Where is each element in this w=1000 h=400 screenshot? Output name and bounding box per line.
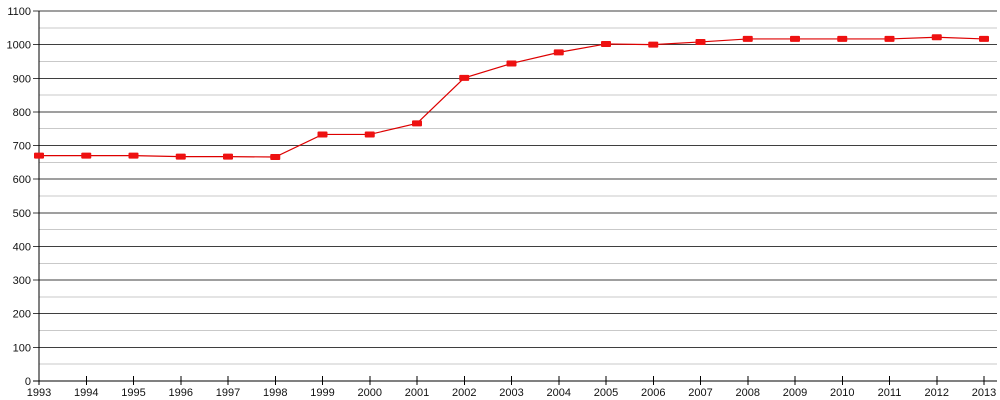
series-line bbox=[39, 36, 985, 158]
y-tick-labels: 0 100 200 300 400 500 600 700 800 900 1000 1100 bbox=[7, 6, 31, 388]
x-tick-label: 2013 bbox=[972, 387, 996, 399]
y-tick-label: 300 bbox=[13, 275, 31, 287]
x-tick-labels: 1993 1994 1995 1996 1997 1998 1999 2000 2001 2002… bbox=[27, 387, 996, 399]
y-tick-label: 100 bbox=[13, 342, 31, 354]
y-tick-label: 500 bbox=[13, 208, 31, 220]
data-point-1996 bbox=[175, 153, 186, 160]
x-tick-label: 2009 bbox=[783, 387, 807, 399]
data-point-2008 bbox=[742, 35, 753, 42]
data-point-2011 bbox=[884, 35, 895, 42]
x-tick-label: 1994 bbox=[74, 387, 98, 399]
data-point-2004 bbox=[553, 49, 564, 56]
axes bbox=[33, 11, 997, 384]
data-point-2001 bbox=[412, 120, 422, 127]
x-tick-label: 2004 bbox=[547, 387, 571, 399]
x-tick-label: 2010 bbox=[830, 387, 854, 399]
x-tick-label: 2008 bbox=[736, 387, 760, 399]
x-tick-label: 2003 bbox=[499, 387, 523, 399]
data-point-2010 bbox=[837, 35, 848, 42]
x-tick-label: 1998 bbox=[263, 387, 287, 399]
y-tick-label: 1000 bbox=[7, 40, 31, 52]
x-tick-label: 2005 bbox=[594, 387, 618, 399]
data-point-2012 bbox=[931, 34, 942, 41]
data-point-1999 bbox=[317, 131, 328, 138]
data-point-1994 bbox=[81, 152, 92, 159]
data-point-1997 bbox=[223, 153, 233, 160]
y-minor-gridlines bbox=[39, 27, 997, 365]
y-tick-label: 400 bbox=[13, 241, 31, 253]
data-point-1998 bbox=[270, 153, 281, 160]
x-tick-label: 2007 bbox=[688, 387, 712, 399]
y-major-gridlines bbox=[33, 10, 997, 348]
data-point-2002 bbox=[459, 74, 470, 81]
x-tick-label: 1993 bbox=[27, 387, 51, 399]
x-tick-label: 2006 bbox=[641, 387, 665, 399]
x-tick-label: 2011 bbox=[878, 387, 902, 399]
y-tick-label: 900 bbox=[13, 73, 31, 85]
x-tick-label: 1999 bbox=[310, 387, 334, 399]
data-point-1993 bbox=[34, 152, 44, 159]
data-point-2000 bbox=[364, 131, 375, 138]
x-tick-label: 2012 bbox=[925, 387, 949, 399]
x-tick-label: 2000 bbox=[358, 387, 382, 399]
y-tick-label: 700 bbox=[13, 141, 31, 153]
data-point-2005 bbox=[601, 40, 611, 47]
y-tick-label: 800 bbox=[13, 107, 31, 119]
y-tick-label: 200 bbox=[13, 309, 31, 321]
x-tick-label: 2001 bbox=[405, 387, 429, 399]
y-tick-label: 0 bbox=[25, 376, 31, 388]
data-point-2009 bbox=[790, 35, 800, 42]
x-tick-label: 2002 bbox=[452, 387, 476, 399]
y-tick-label: 600 bbox=[13, 174, 31, 186]
data-point-2007 bbox=[695, 38, 706, 45]
x-tick-label: 1997 bbox=[216, 387, 240, 399]
y-tick-label: 1100 bbox=[7, 6, 31, 18]
series-markers bbox=[34, 34, 989, 160]
data-point-2003 bbox=[506, 60, 517, 67]
data-point-2013 bbox=[979, 35, 989, 42]
x-tick-marks bbox=[38, 376, 985, 385]
x-tick-label: 1996 bbox=[169, 387, 193, 399]
data-point-2006 bbox=[648, 41, 659, 48]
x-tick-label: 1995 bbox=[121, 387, 145, 399]
data-point-1995 bbox=[128, 152, 139, 159]
